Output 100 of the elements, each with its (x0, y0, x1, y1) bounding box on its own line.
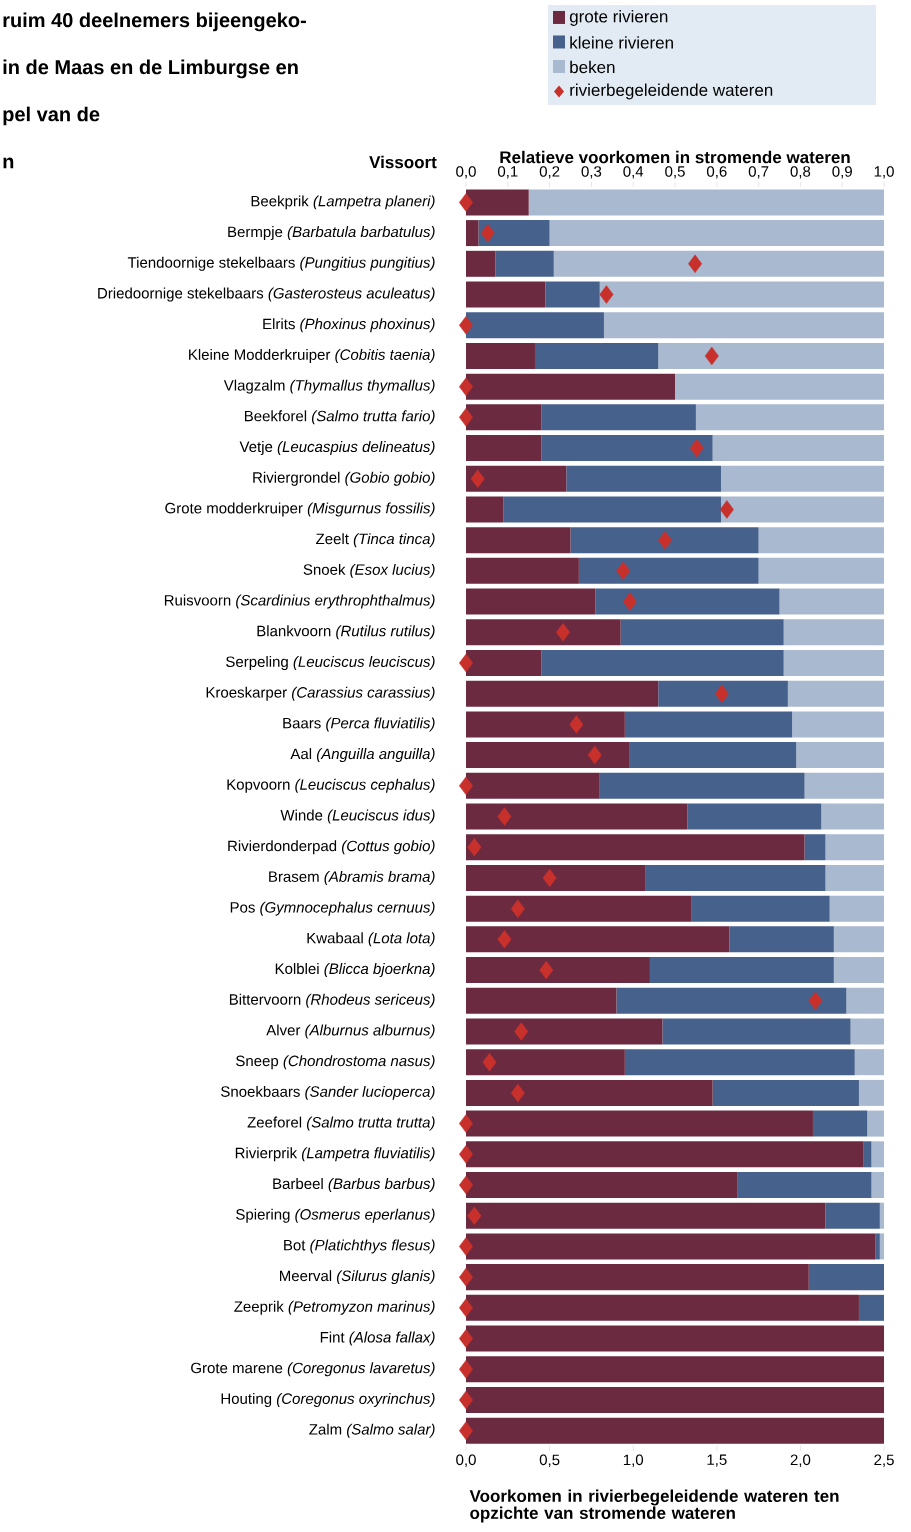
point (459, 1145, 473, 1164)
bar (466, 895, 692, 922)
y-tick-label: Aal (Anguilla anguilla) (290, 748, 435, 763)
y-tick-label: Riviergrondel (Gobio gobio) (253, 471, 435, 486)
x-axis-title: Relatieve voorkomen in stromende wateren (500, 150, 850, 164)
legend-label: grote rivieren (569, 10, 668, 26)
bar (545, 281, 600, 308)
bar (466, 435, 542, 462)
point (622, 592, 637, 611)
point (467, 1206, 482, 1225)
text: n (3, 157, 14, 169)
point (459, 1421, 473, 1440)
bar (787, 680, 885, 707)
y-tick-label: Winde (Leuciscus idus) (280, 809, 435, 824)
y-tick-label: Zalm (Salmo salar) (309, 1423, 435, 1438)
bar (495, 250, 554, 277)
text: pel van de (3, 106, 100, 126)
bar (804, 772, 885, 799)
y-tick-label: Bot (Platichthys flesus) (284, 1239, 435, 1254)
point (658, 530, 672, 550)
bar (466, 864, 646, 891)
y-tick-label: Sneep (Chondrostoma nasus) (236, 1055, 435, 1070)
point (459, 377, 473, 396)
x2-tick-label: 1,0 (623, 1454, 644, 1467)
bar (466, 496, 504, 523)
bar (879, 1233, 885, 1260)
point (556, 623, 570, 642)
bar (854, 1049, 885, 1076)
bar (783, 619, 885, 646)
bar (825, 864, 885, 891)
bar (858, 1294, 885, 1321)
bar (645, 864, 826, 891)
bar (466, 1110, 813, 1137)
bar (566, 465, 721, 492)
y-tick-label: Ruisvoorn (Scardinius erythrophthalmus) (164, 594, 435, 609)
y-tick-label: Bittervoorn (Rhodeus sericeus) (229, 993, 435, 1008)
bar (871, 1172, 885, 1199)
bar (466, 803, 688, 830)
bar (466, 926, 730, 953)
bar (712, 1079, 859, 1106)
x-tick-label: 0,7 (748, 166, 769, 179)
bar (466, 250, 496, 277)
point (459, 1267, 473, 1287)
x2-axis-title: Voorkomen in rivierbegeleidende wateren ten opzichte van stromende wateren (469, 1489, 839, 1523)
bar (541, 435, 713, 462)
point (459, 1360, 473, 1379)
y-tick-label: Fint (Alosa fallax) (320, 1331, 435, 1346)
x-tick-label: 0,9 (832, 166, 852, 179)
y-tick-label: Driedoornige stekelbaars (Gasterosteus aculeatus) (98, 287, 435, 302)
bar (466, 1233, 876, 1260)
y-axis-title: Vissoort (369, 155, 437, 169)
point (497, 930, 512, 949)
point (482, 1052, 497, 1072)
bar (833, 957, 885, 984)
bar (466, 557, 579, 584)
y-tick-label: Spiering (Osmerus eperlanus) (236, 1208, 435, 1223)
x2-tick-label: 0,0 (456, 1454, 476, 1467)
point (542, 868, 557, 888)
bar (812, 1110, 868, 1137)
y-tick-label: Serpeling (Leuciscus leuciscus) (226, 655, 435, 670)
y-tick-label: Snoek (Esox lucius) (303, 563, 435, 578)
bar (466, 342, 535, 369)
bar (466, 834, 805, 861)
bar (466, 1417, 885, 1444)
point (510, 1083, 525, 1103)
legend-label: rivierbegeleidende wateren (570, 83, 773, 100)
y-tick-label: Houting (Coregonus oxyrinchus) (221, 1392, 435, 1407)
bar (549, 220, 885, 247)
bar (783, 649, 885, 676)
text: in de Maas en de Limburgse en (3, 59, 298, 79)
y-tick-label: Elrits (Phoxinus phoxinus) (263, 318, 435, 333)
bar (871, 1141, 885, 1168)
bar (466, 1325, 885, 1352)
bar (658, 342, 885, 369)
bar (466, 1356, 885, 1383)
bar (624, 1049, 855, 1076)
x-tick-label: 0,6 (706, 166, 727, 179)
bar (466, 957, 650, 984)
bar (466, 649, 542, 676)
bar (712, 435, 885, 462)
y-tick-label: Grote marene (Coregonus lavaretus) (191, 1362, 435, 1377)
point (569, 715, 584, 734)
bar (503, 496, 721, 523)
bar (466, 1386, 885, 1413)
bar (846, 987, 885, 1014)
point (459, 316, 473, 335)
bar (829, 895, 885, 922)
y-tick-label: Baars (Perca fluviatilis) (283, 717, 435, 732)
bar (875, 1233, 880, 1260)
x-tick-label: 0,5 (665, 166, 685, 179)
y-tick-label: Kolblei (Blicca bjoerkna) (275, 963, 435, 978)
bar (541, 404, 696, 431)
x-tick-label: 0,0 (456, 166, 476, 179)
bar (478, 220, 550, 247)
bar (858, 1079, 885, 1106)
bar (695, 404, 885, 431)
y-tick-label: Meerval (Silurus glanis) (280, 1270, 435, 1285)
x2-tick-label: 0,5 (539, 1454, 560, 1467)
point (459, 776, 473, 796)
point (616, 561, 631, 581)
